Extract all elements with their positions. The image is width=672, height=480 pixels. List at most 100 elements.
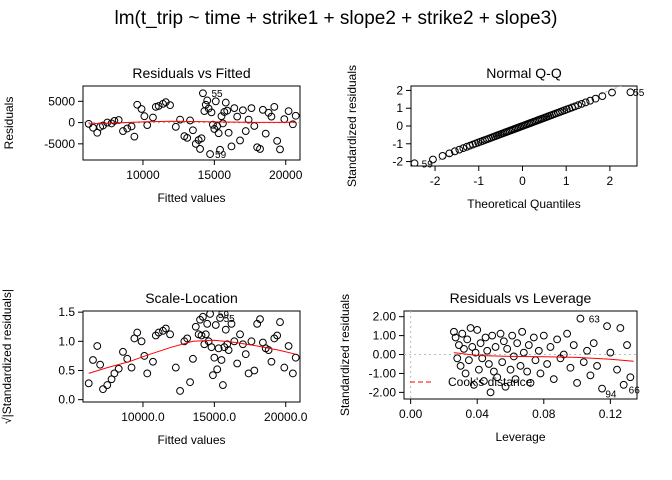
data-point bbox=[479, 377, 488, 385]
data-point bbox=[291, 353, 300, 362]
data-point bbox=[536, 369, 545, 378]
data-point bbox=[103, 381, 112, 389]
smooth-line bbox=[88, 120, 296, 125]
data-point bbox=[466, 324, 475, 332]
data-point bbox=[626, 373, 635, 382]
data-point bbox=[539, 331, 548, 340]
data-point bbox=[496, 329, 505, 338]
data-point bbox=[166, 101, 174, 110]
data-point bbox=[241, 350, 250, 359]
data-point bbox=[216, 145, 224, 154]
data-point bbox=[501, 382, 510, 391]
y-axis-label: Residuals bbox=[2, 97, 16, 150]
data-point bbox=[238, 106, 247, 115]
point-label: 66 bbox=[629, 386, 641, 397]
data-point bbox=[186, 116, 194, 125]
data-point bbox=[583, 346, 591, 355]
data-point bbox=[137, 105, 146, 113]
data-point bbox=[273, 136, 282, 145]
y-tick-label: -2.00 bbox=[369, 385, 397, 399]
data-point bbox=[513, 339, 522, 348]
data-point bbox=[216, 314, 224, 322]
x-tick-label: -1 bbox=[473, 174, 484, 188]
data-point bbox=[143, 369, 152, 378]
x-tick-label: 0.08 bbox=[532, 407, 556, 421]
data-point bbox=[171, 122, 180, 131]
data-point bbox=[518, 327, 527, 336]
data-point bbox=[256, 315, 264, 324]
data-point bbox=[481, 333, 490, 342]
plot-area bbox=[411, 86, 635, 166]
data-point bbox=[119, 347, 127, 356]
y-tick-label: 0 bbox=[68, 116, 75, 130]
y-tick-label: -1 bbox=[392, 137, 403, 151]
data-point bbox=[140, 352, 149, 360]
x-tick-label: 15000.0 bbox=[193, 410, 237, 424]
data-point bbox=[450, 327, 458, 336]
x-tick-label: 2 bbox=[607, 174, 614, 188]
x-axis-label: Fitted values bbox=[157, 191, 225, 205]
data-point bbox=[96, 360, 105, 369]
y-tick-label: 2.00 bbox=[373, 310, 397, 324]
data-point bbox=[291, 111, 300, 120]
data-point bbox=[516, 361, 525, 370]
data-point bbox=[207, 108, 216, 117]
data-point bbox=[154, 328, 163, 337]
data-point bbox=[455, 341, 463, 349]
data-point bbox=[183, 334, 192, 343]
data-point bbox=[233, 112, 242, 121]
main-title: lm(t_trip ~ time + strike1 + slope2 + st… bbox=[114, 8, 558, 29]
data-point bbox=[574, 101, 583, 110]
y-tick-label: 0.00 bbox=[373, 348, 397, 362]
data-point bbox=[209, 371, 217, 380]
data-point bbox=[438, 151, 447, 160]
data-point bbox=[133, 328, 142, 337]
panel-title: Scale-Location bbox=[145, 290, 238, 306]
y-tick-label: 0.0 bbox=[58, 393, 75, 407]
data-point bbox=[199, 89, 207, 98]
data-point bbox=[140, 112, 149, 121]
data-point bbox=[154, 102, 163, 110]
data-point bbox=[186, 378, 194, 387]
data-point bbox=[267, 112, 276, 121]
data-point bbox=[484, 360, 493, 368]
point-label: 63 bbox=[589, 315, 601, 326]
data-point bbox=[127, 122, 136, 131]
data-point bbox=[559, 350, 568, 359]
data-point bbox=[219, 119, 227, 128]
y-tick-label: -1.00 bbox=[369, 366, 397, 380]
data-point bbox=[211, 321, 220, 329]
data-point bbox=[451, 333, 460, 342]
data-point bbox=[511, 375, 520, 384]
data-point bbox=[214, 129, 223, 138]
data-point bbox=[176, 387, 184, 395]
smooth-line bbox=[453, 352, 634, 362]
data-point bbox=[166, 330, 174, 339]
data-point bbox=[288, 120, 297, 129]
data-point bbox=[586, 371, 595, 380]
data-point bbox=[183, 133, 192, 142]
y-tick-label: -2 bbox=[392, 155, 403, 169]
data-point bbox=[606, 348, 615, 357]
data-point bbox=[213, 365, 222, 374]
point-label: 59 bbox=[422, 159, 434, 170]
data-point bbox=[577, 99, 586, 108]
data-point bbox=[256, 145, 264, 153]
data-point bbox=[261, 129, 270, 138]
data-point bbox=[598, 92, 607, 101]
data-point bbox=[623, 341, 631, 349]
smooth-line bbox=[88, 339, 296, 374]
data-point bbox=[498, 358, 507, 366]
y-tick-label: 2 bbox=[396, 83, 403, 97]
data-point bbox=[478, 354, 487, 363]
data-point bbox=[84, 379, 93, 388]
data-point bbox=[273, 331, 282, 340]
data-point bbox=[161, 324, 170, 333]
data-point bbox=[489, 367, 498, 376]
data-point bbox=[626, 88, 635, 97]
data-point bbox=[566, 363, 575, 372]
point-label: 59 bbox=[215, 150, 227, 161]
data-point bbox=[463, 335, 472, 344]
x-tick-label: -2 bbox=[430, 174, 441, 188]
data-point bbox=[276, 145, 284, 154]
